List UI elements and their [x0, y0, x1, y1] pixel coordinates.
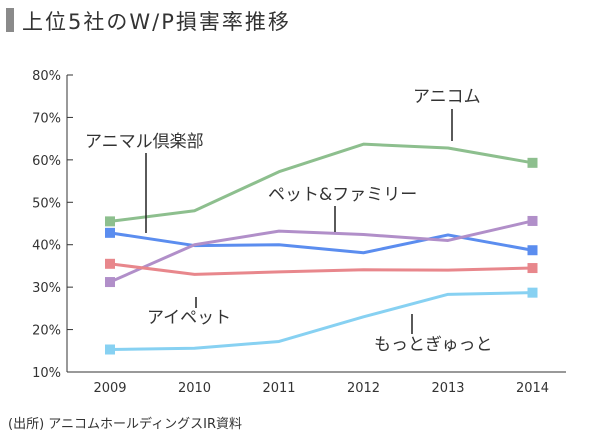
x-tick-label: 2014	[516, 381, 549, 396]
series-label-2: ペット&ファミリー	[268, 185, 417, 205]
series-line-4	[108, 291, 534, 352]
series-line-0	[108, 142, 534, 223]
series-marker	[105, 277, 115, 288]
x-tick-label: 2011	[262, 381, 295, 396]
y-tick-label: 50%	[32, 196, 61, 211]
x-tick-label: 2009	[93, 381, 126, 396]
chart-title: 上位5社のW/P損害率推移	[22, 10, 291, 34]
y-tick-label: 60%	[32, 154, 61, 169]
series-label-1: アニマル倶楽部	[85, 132, 204, 152]
y-tick-label: 40%	[32, 239, 61, 254]
title-accent-bar	[6, 8, 14, 32]
series-label-4: もっとぎゅっと	[374, 335, 493, 355]
series-marker	[105, 227, 115, 238]
series-marker	[527, 157, 538, 168]
series-label-0: アニコム	[413, 87, 481, 107]
series-label-3: アイペット	[147, 308, 231, 328]
series-marker	[527, 245, 538, 256]
series-marker	[105, 258, 115, 269]
y-tick-label: 20%	[32, 324, 61, 339]
series-marker	[105, 216, 115, 227]
y-tick-label: 70%	[32, 111, 61, 126]
y-tick-label: 80%	[32, 69, 61, 84]
y-tick-label: 30%	[32, 281, 61, 296]
series-line-3	[108, 262, 534, 276]
series-marker	[527, 263, 538, 274]
x-tick-label: 2013	[431, 381, 464, 396]
x-tick-label: 2010	[178, 381, 211, 396]
series-marker	[527, 287, 538, 298]
source-note: (出所) アニコムホールディングスIR資料	[8, 417, 242, 432]
series-line-2	[108, 219, 534, 284]
y-tick-label: 10%	[32, 366, 61, 381]
line-chart: 10% 20% 30% 40% 50% 60% 70% 80% 2009 2010 2011 201…	[32, 69, 566, 396]
series-marker	[105, 344, 115, 355]
x-tick-label: 2012	[347, 381, 380, 396]
series-marker	[527, 215, 538, 226]
